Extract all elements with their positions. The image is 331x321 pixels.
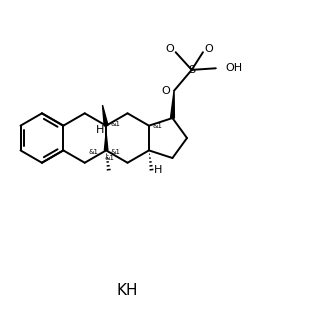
Text: &1: &1 bbox=[89, 149, 99, 155]
Text: &1: &1 bbox=[111, 121, 121, 127]
Text: H: H bbox=[96, 125, 104, 134]
Text: H: H bbox=[154, 165, 162, 175]
Text: &1: &1 bbox=[104, 155, 114, 161]
Text: OH: OH bbox=[225, 63, 243, 73]
Polygon shape bbox=[104, 133, 108, 151]
Text: O: O bbox=[166, 44, 174, 54]
Text: S: S bbox=[188, 65, 195, 75]
Text: KH: KH bbox=[116, 283, 138, 298]
Polygon shape bbox=[170, 91, 174, 118]
Text: O: O bbox=[162, 86, 170, 96]
Polygon shape bbox=[103, 105, 108, 126]
Text: &1: &1 bbox=[153, 123, 163, 129]
Text: O: O bbox=[204, 44, 213, 54]
Text: &1: &1 bbox=[110, 149, 120, 155]
